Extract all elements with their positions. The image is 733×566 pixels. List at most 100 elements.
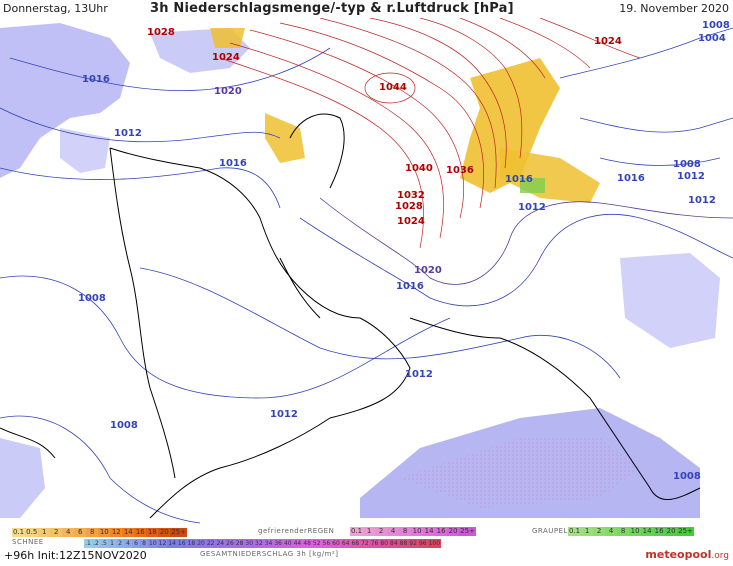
high-pressure-isobars [219,18,641,249]
legend-step: 16 [176,539,187,548]
brand-name: meteopool [645,548,712,561]
legend-step: 68 [350,539,361,548]
isobar-labels: 1028 1024 1020 1016 1012 1016 1044 1040 … [78,20,730,482]
legend-step: 0.1 [350,527,364,536]
isobar-label: 1016 [505,174,533,185]
legend-step: 8 [399,527,412,536]
rain-area-horn [0,438,45,518]
snow-label: SCHNEE [12,538,44,546]
legend-step: 1 [363,527,376,536]
legend-step: 14 [423,527,436,536]
legend-step: .5 [100,539,108,548]
total-precip-label: GESAMTNIEDERSCHLAG 3h [kg/m²] [200,550,339,558]
legend-step: 100 [427,539,442,548]
pressure-precip-map: 1028 1024 1020 1016 1012 1016 1044 1040 … [0,18,733,526]
isobar-label: 1016 [617,173,645,184]
legend-step: 72 [360,539,370,548]
snow-area-central-asia [460,58,560,193]
legend-step: 22 [205,539,216,548]
isobar-label: 1024 [212,52,240,63]
legend-step: 25+ [677,527,694,536]
legend-step: 20 [158,528,171,537]
isobar-label: 1028 [395,201,423,212]
legend-step: 20 [447,527,460,536]
isobar-label: 1028 [147,27,175,38]
isobar-label: 1008 [673,471,701,482]
legend-step: 1 [38,528,51,537]
legend-step: 1 [581,527,594,536]
legend-step: 80 [379,539,390,548]
legend-step: 10 [629,527,642,536]
legend-step: 76 [369,539,380,548]
legend-step: 4 [605,527,618,536]
isobar-label: 1008 [110,420,138,431]
legend-step: 2 [50,528,63,537]
isobar-label: 1024 [594,36,622,47]
legend-step: 14 [167,539,177,548]
isobar-label: 1012 [405,369,433,380]
precipitation-layer [0,23,720,518]
graupel-scale: 0.1 1 2 4 8 10 14 16 20 25+ [568,527,694,536]
map-title: 3h Niederschlagsmenge/-typ & r.Luftdruck… [150,1,514,16]
legend-step: 10 [148,539,158,548]
legend-step: 20 [665,527,678,536]
map-date: 19. November 2020 [619,2,729,15]
legend-step: 24 [215,539,226,548]
legend-step: 2 [593,527,606,536]
legend-step: 92 [408,539,418,548]
isobar-label: 1004 [698,33,726,44]
isobar-label: 1012 [688,195,716,206]
legend-step: 18 [186,539,197,548]
legend-step: .1 [84,539,92,548]
legend-step: 44 [292,539,303,548]
legend-step: 26 [225,539,235,548]
brand-logo[interactable]: meteopool.org [645,548,729,561]
freezing-rain-label: gefrierenderREGEN [258,527,335,535]
legend-step: 64 [340,539,351,548]
legend-step: 14 [641,527,654,536]
isobar-label: 1016 [396,281,424,292]
legend-step: 16 [653,527,666,536]
rain-area-bay-bengal [620,253,720,348]
legend-step: 0.5 [25,528,39,537]
legend-step: 25+ [170,528,188,537]
legend-step: 60 [331,539,341,548]
legend: 0.1 0.5 1 2 4 6 8 10 12 14 16 18 20 25+ SCHNEE gefrie… [0,526,733,566]
isobar-label: 1024 [397,216,425,227]
coastlines [0,113,701,519]
isobar-label: 1012 [114,128,142,139]
isobar-label: 1040 [405,163,433,174]
isobar-label: 1012 [677,171,705,182]
legend-step: 52 [311,539,322,548]
model-run-info: +96h Init:12Z15NOV2020 [4,549,147,562]
freezing-rain-dots [400,438,640,508]
legend-step: 88 [398,539,409,548]
freezing-rain-scale: 0.1 1 2 4 8 10 14 16 20 25+ [350,527,476,536]
legend-step: 2 [375,527,388,536]
isobar-label: 1008 [702,20,730,31]
legend-step: 4 [62,528,75,537]
legend-step: 20 [196,539,206,548]
isobar-label: 1016 [82,74,110,85]
snow-area-caucasus [265,113,305,163]
legend-step: 4 [124,539,132,548]
legend-step: 8 [617,527,630,536]
legend-step: 10 [411,527,424,536]
legend-step: 30 [244,539,255,548]
snow-scale: 0.1 0.5 1 2 4 6 8 10 12 14 16 18 20 25+ [12,528,188,537]
legend-step: 16 [435,527,448,536]
legend-step: 18 [146,528,159,537]
rain-area-libya [60,128,110,173]
isobar-label: 1044 [379,82,407,93]
legend-step: 6 [132,539,140,548]
isobar-label: 1032 [397,190,425,201]
legend-step: 84 [389,539,399,548]
isobar-label: 1020 [214,86,242,97]
brand-suffix: .org [711,551,729,561]
legend-step: 36 [273,539,283,548]
isobar-layer [0,27,733,524]
rain-area-mediterranean [0,23,130,178]
legend-step: 8 [86,528,99,537]
legend-step: 48 [302,539,312,548]
